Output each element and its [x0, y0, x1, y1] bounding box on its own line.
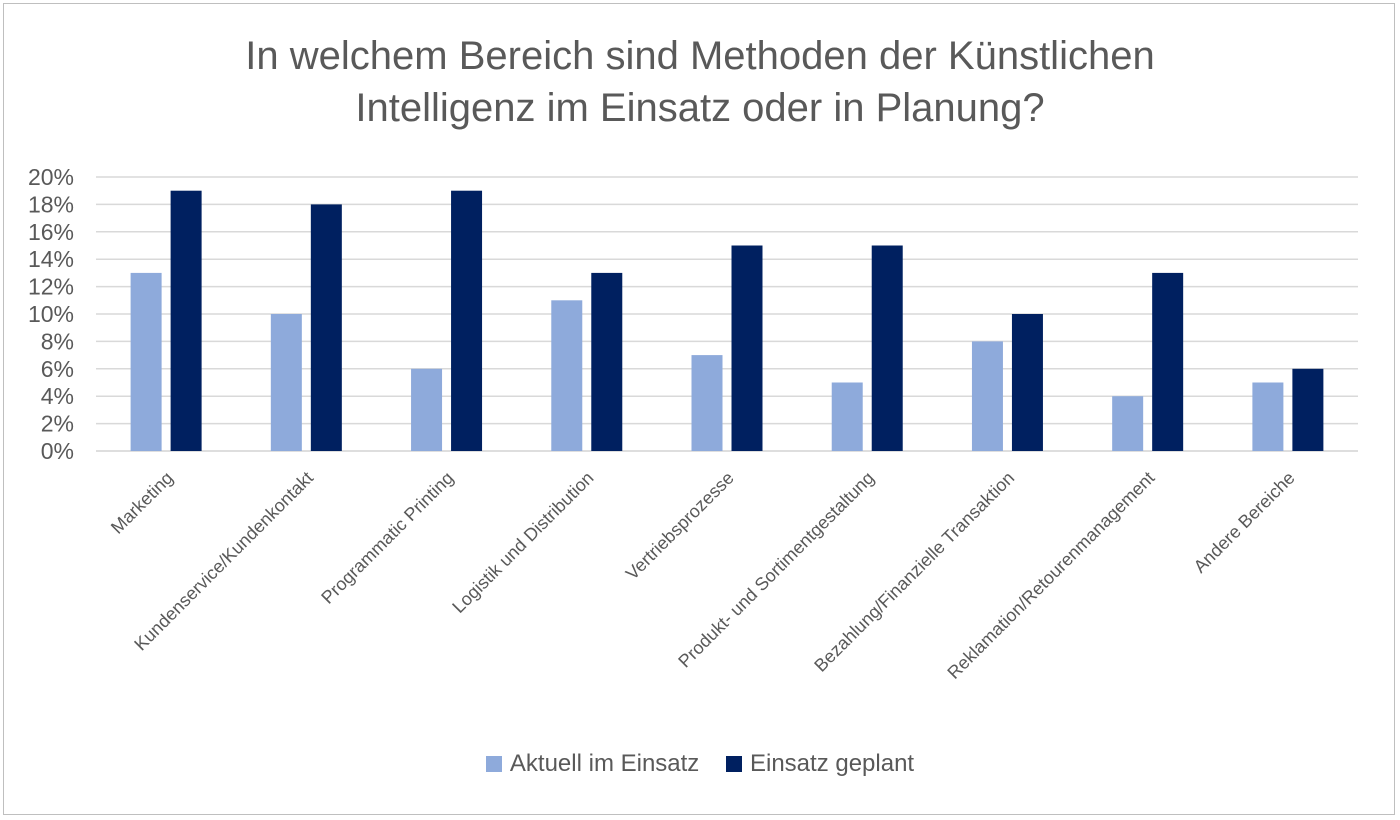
bar-geplant [1011, 314, 1043, 451]
bar-geplant [591, 272, 623, 451]
bar-aktuell [130, 272, 162, 451]
y-tick-label: 2% [41, 411, 74, 437]
legend-label-geplant: Einsatz geplant [749, 750, 915, 777]
bar-geplant [1152, 272, 1184, 451]
y-axis-ticks: 0%2%4%6%8%10%12%14%16%18%20% [28, 164, 74, 464]
y-tick-label: 14% [28, 246, 74, 272]
y-tick-label: 0% [41, 438, 74, 464]
bar-aktuell [691, 355, 723, 451]
bar-aktuell [551, 300, 583, 451]
y-tick-label: 20% [28, 164, 74, 190]
legend-swatch-aktuell [485, 756, 502, 772]
x-tick-label: Marketing [107, 468, 177, 538]
legend-item-aktuell: Aktuell im Einsatz [485, 750, 700, 778]
bars [130, 190, 1324, 451]
y-tick-label: 4% [41, 383, 74, 409]
legend-swatch-geplant [725, 756, 742, 772]
x-tick-label: Logistik und Distribution [448, 468, 597, 617]
x-tick-label: Programmatic Printing [317, 468, 457, 608]
gridlines [96, 176, 1358, 452]
y-tick-label: 12% [28, 274, 74, 300]
y-tick-label: 6% [41, 356, 74, 382]
y-tick-label: 10% [28, 301, 74, 327]
bar-aktuell [831, 382, 863, 451]
legend-item-geplant: Einsatz geplant [725, 750, 915, 778]
x-tick-label: Andere Bereiche [1190, 468, 1299, 577]
bar-geplant [451, 190, 483, 451]
bar-geplant [731, 245, 763, 451]
bar-aktuell [1252, 382, 1284, 451]
legend: Aktuell im Einsatz Einsatz geplant [0, 750, 1400, 779]
chart-title: In welchem Bereich sind Methoden der Kün… [0, 30, 1400, 134]
x-tick-label: Vertriebsprozesse [622, 468, 738, 584]
legend-label-aktuell: Aktuell im Einsatz [509, 750, 700, 777]
bar-geplant [310, 204, 342, 451]
bar-aktuell [971, 341, 1003, 451]
bar-geplant [1292, 368, 1324, 451]
y-tick-label: 16% [28, 219, 74, 245]
bar-aktuell [411, 368, 443, 451]
bar-aktuell [1112, 396, 1144, 451]
y-tick-label: 18% [28, 191, 74, 217]
bar-geplant [170, 190, 202, 451]
chart-title-line-2: Intelligenz im Einsatz oder in Planung? [355, 86, 1045, 130]
bar-geplant [871, 245, 903, 451]
bar-aktuell [270, 314, 302, 451]
chart-title-line-1: In welchem Bereich sind Methoden der Kün… [245, 34, 1155, 78]
y-tick-label: 8% [41, 328, 74, 354]
